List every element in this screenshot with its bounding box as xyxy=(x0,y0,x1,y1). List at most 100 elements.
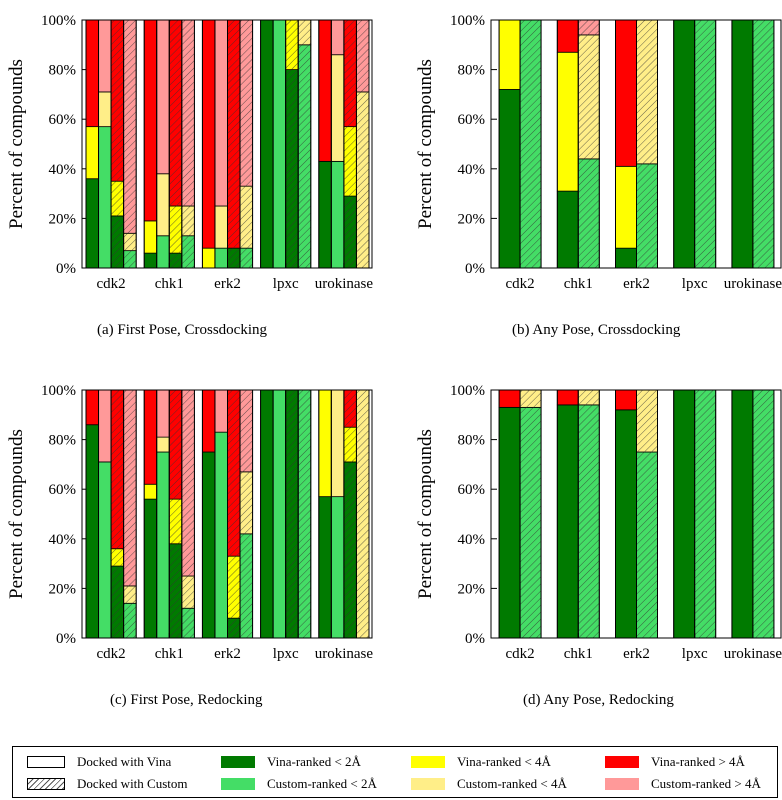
bar-hatch xyxy=(578,390,600,405)
bar-hatch xyxy=(636,20,658,164)
legend-custom-lt2: Custom-ranked < 2Å xyxy=(221,776,377,792)
bar-hatch xyxy=(240,533,253,638)
x-tick-label: chk1 xyxy=(155,646,184,662)
bar-segment xyxy=(98,19,112,93)
bar-hatch xyxy=(123,233,137,251)
bar-segment xyxy=(85,19,99,128)
x-tick-label: erk2 xyxy=(214,646,241,662)
bar-segment xyxy=(156,235,170,269)
x-tick-label: lpxc xyxy=(682,646,708,662)
bar-hatch xyxy=(240,186,253,249)
bar-hatch xyxy=(343,461,357,638)
bar-hatch xyxy=(123,250,137,268)
bar-segment xyxy=(498,19,521,90)
legend-swatch xyxy=(411,778,445,790)
legend-label: Custom-ranked < 2Å xyxy=(267,776,377,791)
legend-swatch xyxy=(411,756,445,768)
bar-hatch xyxy=(181,608,195,638)
y-tick-label: 40% xyxy=(49,532,77,548)
bar-hatch xyxy=(578,158,600,268)
bar-hatch xyxy=(240,248,253,268)
bar-hatch xyxy=(636,163,658,268)
bar-segment xyxy=(498,406,521,639)
x-tick-label: cdk2 xyxy=(97,276,126,292)
bar-segment xyxy=(156,173,170,237)
bar-segment xyxy=(615,19,637,167)
bar-hatch xyxy=(227,618,241,638)
bar-segment xyxy=(330,389,345,498)
bar-segment xyxy=(85,178,99,269)
bar-hatch xyxy=(181,20,195,206)
y-tick-label: 20% xyxy=(49,581,77,597)
x-tick-label: cdk2 xyxy=(506,646,535,662)
bar-segment xyxy=(85,424,99,639)
bar-hatch xyxy=(227,556,241,619)
bar-hatch xyxy=(181,576,195,609)
y-tick-label: 60% xyxy=(458,112,486,128)
x-tick-label: chk1 xyxy=(564,646,593,662)
y-tick-label: 80% xyxy=(458,63,486,79)
bar-hatch xyxy=(343,126,357,197)
bar-segment xyxy=(214,247,228,269)
caption-a: (a) First Pose, Crossdocking xyxy=(97,322,267,338)
bar-hatch xyxy=(694,20,716,268)
y-tick-label: 100% xyxy=(450,13,485,29)
y-tick-label: 20% xyxy=(458,581,486,597)
bar-hatch xyxy=(285,20,299,70)
bar-segment xyxy=(615,165,637,249)
caption-c: (c) First Pose, Redocking xyxy=(110,692,263,708)
bar-segment xyxy=(143,220,158,254)
bar-hatch xyxy=(169,499,182,544)
bar-hatch xyxy=(298,20,311,45)
bar-segment xyxy=(85,389,99,426)
legend-swatch xyxy=(605,778,639,790)
legend-label: Custom-ranked > 4Å xyxy=(651,776,761,791)
chart-panel-4: 0% 20% 40% 60% 80% 100% Percent of compounds cd… xyxy=(415,383,782,662)
y-tick-label: 0% xyxy=(56,631,76,647)
legend-label: Custom-ranked < 4Å xyxy=(457,776,567,791)
bar-segment xyxy=(260,389,274,639)
bar-hatch xyxy=(298,44,311,268)
x-tick-label: erk2 xyxy=(623,646,650,662)
bar-hatch xyxy=(520,390,542,408)
bar-hatch xyxy=(520,20,542,268)
plot-frame xyxy=(81,389,373,639)
bar-segment xyxy=(98,91,112,128)
y-tick-label: 0% xyxy=(56,261,76,277)
y-axis-label: Percent of compounds xyxy=(415,59,436,229)
bar-hatch xyxy=(123,20,137,234)
y-axis-label: Percent of compounds xyxy=(6,429,27,599)
bar-segment xyxy=(156,436,170,453)
bar-segment xyxy=(201,389,216,453)
legend-label: Docked with Custom xyxy=(77,776,188,791)
bar-hatch xyxy=(111,215,124,268)
y-tick-label: 20% xyxy=(49,211,77,227)
bar-segment xyxy=(330,19,345,56)
bar-segment xyxy=(143,252,158,269)
bar-hatch xyxy=(169,206,182,254)
x-tick-label: urokinase xyxy=(315,276,374,292)
y-tick-label: 100% xyxy=(41,13,76,29)
bar-hatch xyxy=(636,390,658,452)
bar-hatch xyxy=(343,390,357,428)
bar-hatch xyxy=(123,603,137,638)
bar-hatch xyxy=(356,91,369,268)
bar-hatch xyxy=(227,248,241,268)
x-tick-label: urokinase xyxy=(724,646,782,662)
bar-segment xyxy=(615,389,637,411)
y-tick-label: 80% xyxy=(49,433,77,449)
bar-hatch xyxy=(181,206,195,236)
bar-hatch xyxy=(752,390,774,638)
bar-hatch xyxy=(285,390,299,638)
bar-segment xyxy=(98,126,112,269)
bar-hatch xyxy=(520,407,542,638)
x-tick-label: chk1 xyxy=(155,276,184,292)
caption-b: (b) Any Pose, Crossdocking xyxy=(512,322,681,338)
chart-panel-2: 0% 20% 40% 60% 80% 100% Percent of compounds cd… xyxy=(415,13,782,292)
bar-segment xyxy=(330,54,345,162)
bar-segment xyxy=(201,247,216,269)
bar-hatch xyxy=(111,390,124,549)
bar-segment xyxy=(556,404,579,639)
bar-segment xyxy=(556,19,579,53)
bar-segment xyxy=(498,389,521,408)
